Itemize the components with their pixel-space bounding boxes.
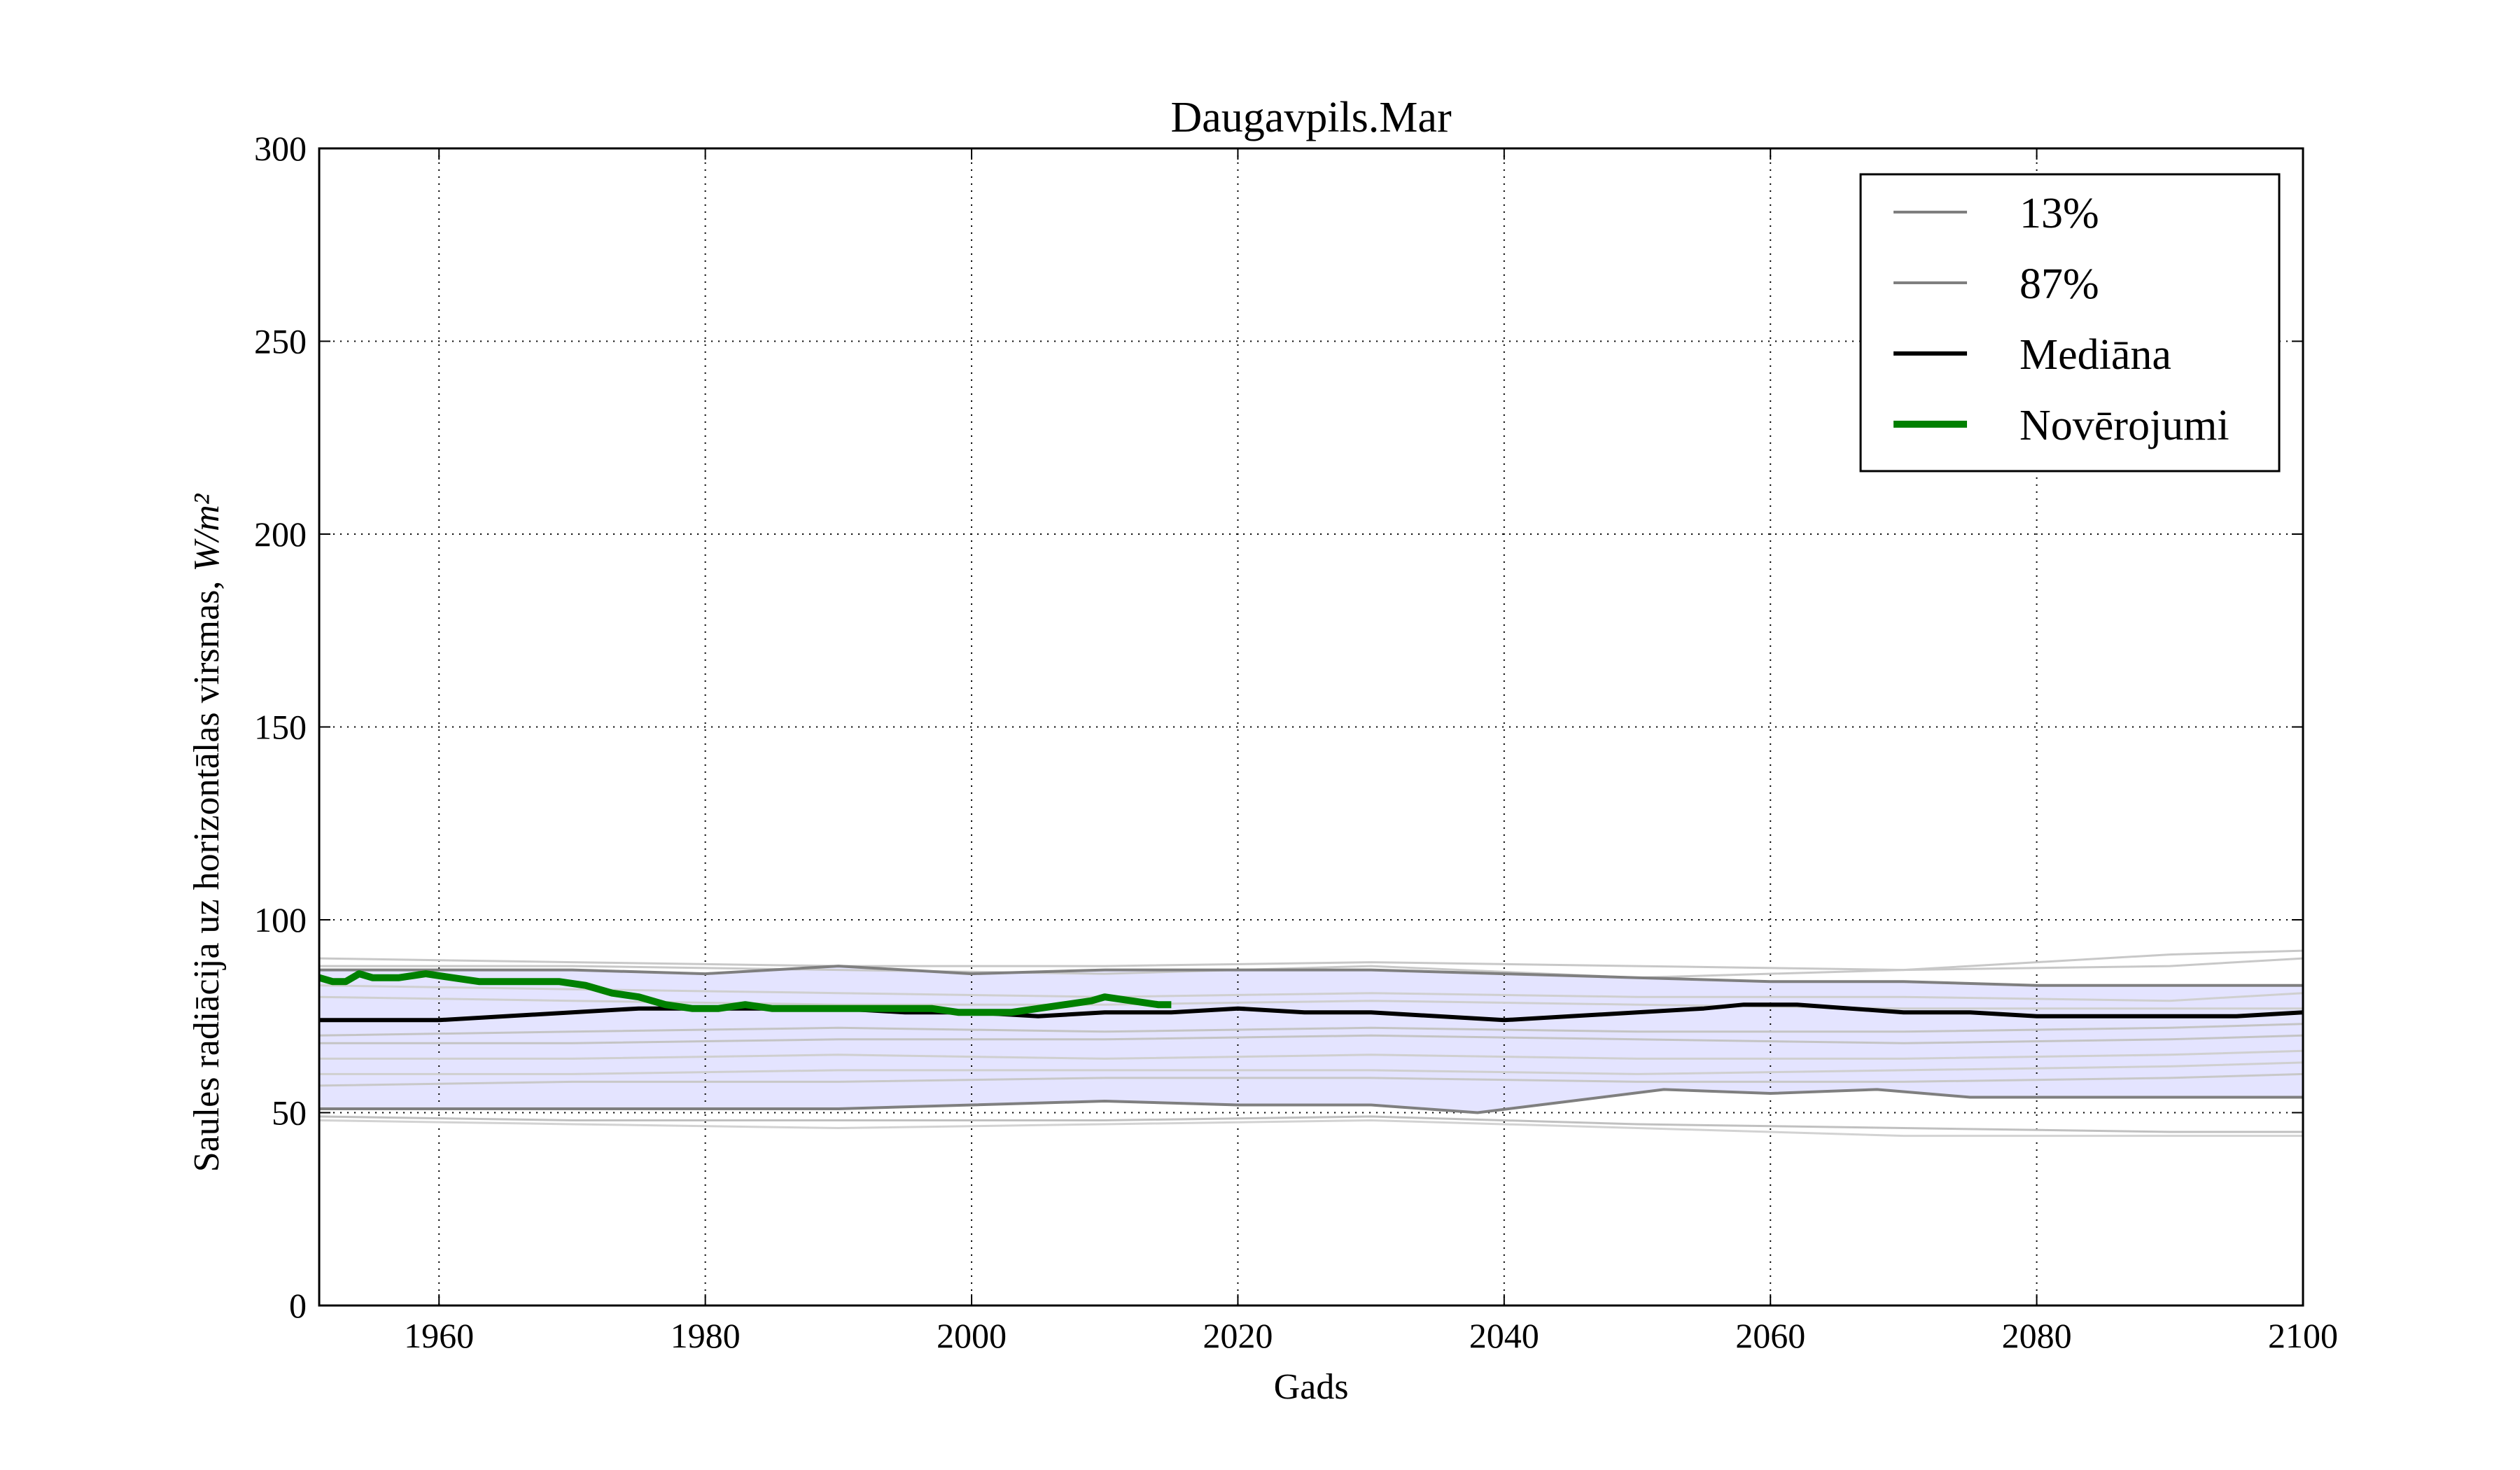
percentile-band — [319, 966, 2303, 1113]
model-run-line — [318, 1115, 2303, 1133]
series-line — [319, 965, 2303, 987]
y-axis-label-text: Saules radiācija uz horizontālas virsmas… — [187, 581, 227, 1172]
x-tick-label: 2060 — [1735, 1316, 1805, 1355]
model-run-line — [318, 1023, 2304, 1037]
chart-title: Daugavpils.Mar — [1170, 94, 1452, 141]
legend-label: Mediāna — [2019, 331, 2171, 379]
y-axis-unit: W/m² — [187, 493, 227, 571]
series-line — [318, 970, 1172, 1016]
plot-area: 1960 1980 2000 2020 2040 2060 2080 2100 0 50 100 15… — [254, 129, 2338, 1355]
y-tick-label: 50 — [272, 1093, 307, 1133]
x-tick-label: 1980 — [671, 1316, 741, 1355]
y-axis-label: Saules radiācija uz horizontālas virsmas… — [187, 493, 227, 1172]
x-tick-label: 2100 — [2268, 1316, 2338, 1355]
x-tick-label: 2000 — [937, 1316, 1007, 1355]
model-run-line — [319, 1034, 2304, 1044]
series-line — [319, 1088, 2303, 1114]
model-run-line — [319, 949, 2304, 979]
y-tick-label: 300 — [254, 129, 307, 168]
x-tick-label: 2040 — [1469, 1316, 1539, 1355]
legend-label: 87% — [2019, 260, 2099, 308]
model-run-line — [319, 1049, 2304, 1060]
x-axis-label: Gads — [1274, 1367, 1349, 1407]
y-tick-label: 200 — [254, 514, 307, 554]
x-tick-label: 2020 — [1203, 1316, 1273, 1355]
legend: 13% 87% Mediāna Novērojumi — [1859, 173, 2281, 472]
model-run-line — [319, 1061, 2304, 1075]
model-run-line — [318, 957, 2304, 972]
series-line — [319, 1002, 2304, 1023]
model-run-line — [318, 1072, 2304, 1087]
legend-label: Novērojumi — [2019, 402, 2230, 449]
x-tick-label: 1960 — [404, 1316, 474, 1355]
model-run-line — [318, 984, 2304, 1002]
y-tick-label: 250 — [254, 322, 307, 361]
x-tick-label: 2080 — [2002, 1316, 2072, 1355]
y-tick-label: 150 — [254, 708, 307, 747]
y-tick-label: 100 — [254, 900, 307, 939]
y-tick-label: 0 — [289, 1286, 307, 1325]
legend-label: 13% — [2019, 190, 2099, 237]
model-run-line — [318, 1119, 2303, 1138]
